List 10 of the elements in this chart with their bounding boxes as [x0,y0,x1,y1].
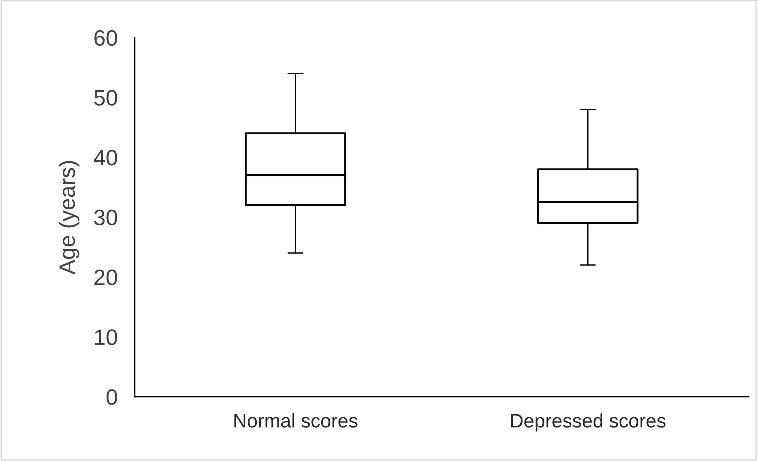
x-tick-label: Depressed scores [511,414,666,432]
y-tick-label: 0 [106,389,118,406]
y-tick-label: 30 [94,210,118,226]
y-tick-label: 20 [94,270,118,286]
y-axis-title: Age (years) [58,161,80,275]
y-tick-label: 50 [94,90,118,106]
y-tick-label: 60 [94,30,118,46]
y-tick-label: 40 [94,150,118,166]
x-tick-label: Normal scores [234,414,358,428]
y-tick-label: 10 [95,330,118,346]
